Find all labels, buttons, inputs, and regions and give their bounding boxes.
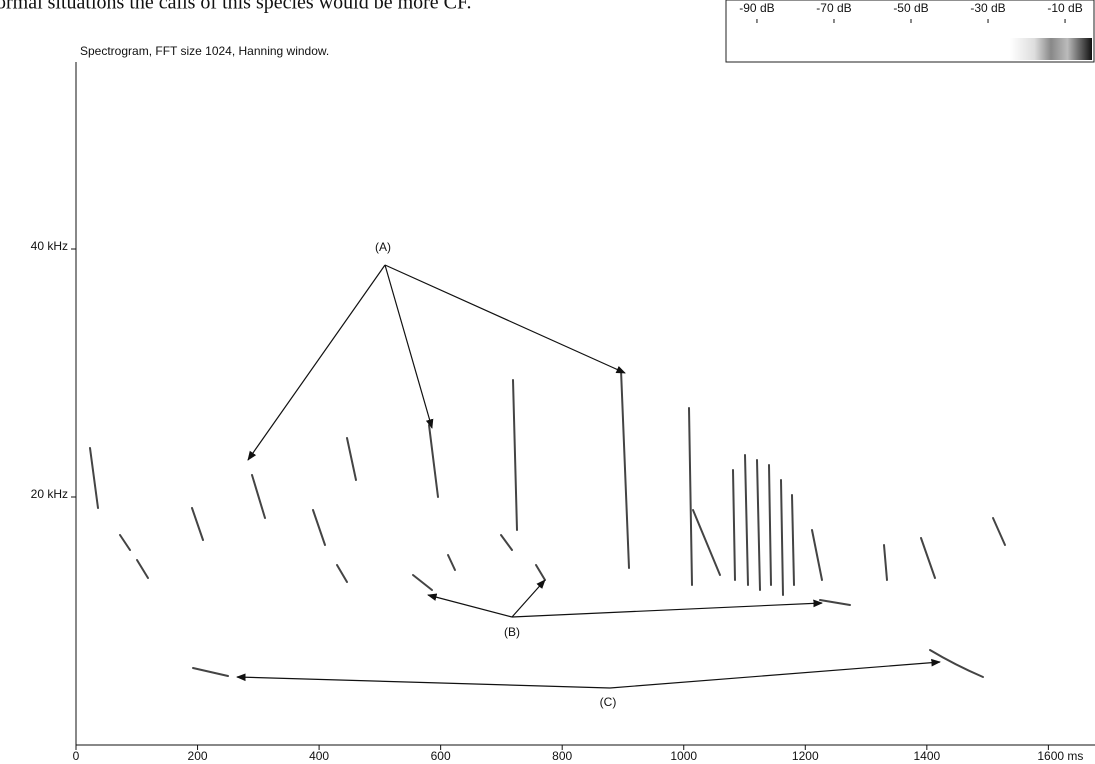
colorbar-label: -90 dB [739, 1, 774, 15]
x-tick-label: 0 [73, 749, 80, 763]
colorbar [1010, 38, 1092, 60]
colorbar-label: -30 dB [970, 1, 1005, 15]
x-tick-label: 1200 [792, 749, 819, 763]
colorbar-label: -10 dB [1047, 1, 1082, 15]
colorbar-label: -70 dB [816, 1, 851, 15]
calls [89, 369, 1006, 678]
context-text: ormal situations the calls of this speci… [0, 0, 472, 14]
x-tick-label: 1000 [670, 749, 697, 763]
annotation: (C) [600, 695, 617, 709]
chart-title: Spectrogram, FFT size 1024, Hanning wind… [80, 44, 329, 58]
annotation: (B) [504, 625, 520, 639]
x-tick-label: 400 [309, 749, 329, 763]
x-tick-label: 800 [552, 749, 572, 763]
x-tick-label: 1600 ms [1037, 749, 1083, 763]
annotation: (A) [375, 240, 391, 254]
arrows [236, 264, 941, 689]
x-tick-label: 200 [188, 749, 208, 763]
y-tick-label: 40 kHz [31, 239, 68, 253]
colorbar-label: -50 dB [893, 1, 928, 15]
x-tick-label: 1400 [913, 749, 940, 763]
y-tick-label: 20 kHz [31, 487, 68, 501]
x-tick-label: 600 [431, 749, 451, 763]
